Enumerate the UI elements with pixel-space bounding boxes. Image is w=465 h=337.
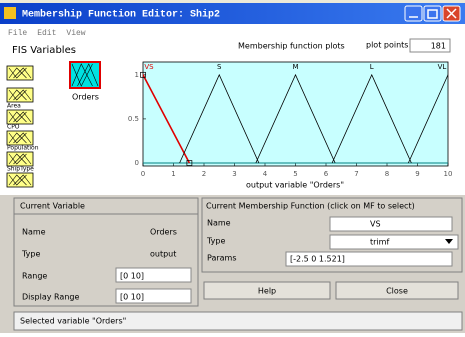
variable-icon[interactable] [6, 65, 34, 81]
mf-label: L [370, 63, 374, 71]
mf-curves [67, 73, 465, 164]
icon-glyph [8, 174, 32, 186]
plot-area [142, 61, 449, 167]
variable-icon[interactable] [6, 109, 34, 125]
plot-points-input[interactable] [409, 38, 451, 53]
icon-glyph [8, 153, 32, 165]
window-button-glyphs [409, 8, 457, 19]
input-variable-label: ShipType [7, 166, 34, 173]
x-tick-label: 10 [444, 170, 453, 178]
plot-points-label: plot points: [366, 41, 411, 50]
mf-vertex-handle[interactable] [186, 160, 193, 166]
icon-glyph [71, 63, 99, 87]
minimize-button[interactable] [404, 5, 423, 22]
membership-function[interactable] [407, 73, 465, 164]
help-button-label: Help [258, 287, 276, 296]
menu-item[interactable]: Edit [37, 29, 56, 38]
cv-range-label: Range [22, 272, 47, 281]
icon-glyph [8, 132, 32, 144]
menu-item[interactable]: View [66, 29, 85, 38]
mf-params: [-2.5 0 1.521] [290, 255, 345, 264]
membership-function[interactable] [67, 73, 191, 164]
mf-type: trimf [370, 238, 389, 247]
mf-label: VS [144, 63, 154, 71]
icon-glyph [8, 89, 32, 101]
mf-type-label: Type [206, 237, 225, 246]
mf-params-label: Params [207, 254, 237, 263]
current-mf-title: Current Membership Function (click on MF… [206, 202, 415, 211]
y-tick-label: 1 [135, 71, 139, 79]
window-title: Membership Function Editor: Ship2 [22, 9, 220, 21]
y-tick-label: 0.5 [128, 115, 139, 123]
mf-label: M [292, 63, 298, 71]
close-button-label: Close [386, 287, 408, 296]
x-tick-label: 2 [202, 170, 206, 178]
mf-type-dropdown[interactable] [329, 234, 459, 250]
dropdown-arrow [445, 239, 453, 244]
mf-vertex-handle[interactable] [140, 71, 146, 78]
x-tick-label: 0 [141, 170, 145, 178]
app-icon [4, 7, 16, 19]
x-tick-label: 5 [293, 170, 297, 178]
x-tick-label: 4 [263, 170, 268, 178]
cv-display-range: [0 10] [120, 293, 144, 302]
fis-variables-title: FIS Variables [12, 45, 76, 56]
cv-display-range-label: Display Range [22, 293, 79, 302]
y-tick-label: 0 [135, 159, 139, 167]
x-tick-label: 9 [415, 170, 419, 178]
icon-glyph [8, 111, 32, 123]
display-range-input[interactable] [115, 288, 192, 304]
plot-points-value: 181 [431, 42, 446, 51]
input-variable-label: CPO [7, 124, 20, 131]
fis-variable-icons: Area CPO Population ShipType Orders [6, 61, 101, 188]
variable-icon[interactable] [6, 172, 34, 188]
current-variable-title: Current Variable [20, 202, 85, 211]
status-text: Selected variable "Orders" [20, 317, 126, 326]
membership-function[interactable] [331, 73, 412, 164]
icon-glyph [8, 67, 32, 79]
title-bar [0, 3, 465, 24]
menu-bar: File Edit View [8, 29, 86, 38]
selected-variable-icon[interactable] [69, 61, 101, 89]
mf-label: VL [438, 63, 447, 71]
x-tick-label: 8 [385, 170, 389, 178]
membership-function[interactable] [179, 73, 260, 164]
current-variable-box [13, 197, 199, 307]
mf-name-label: Name [207, 219, 231, 228]
help-button[interactable] [203, 281, 331, 300]
mf-params-input[interactable] [285, 251, 453, 267]
plot: 0 1 2 3 4 5 6 7 8 9 10 0 0.5 1 VS S M L VL [67, 63, 465, 178]
x-tick-label: 3 [232, 170, 236, 178]
close-button[interactable] [335, 281, 459, 300]
range-input[interactable] [115, 267, 192, 283]
mf-name: VS [370, 220, 381, 229]
cv-range: [0 10] [120, 272, 144, 281]
mf-label: S [217, 63, 222, 71]
cv-type-label: Type [21, 250, 40, 259]
input-variable-label: Area [7, 103, 21, 110]
variable-icon[interactable] [6, 87, 34, 103]
cv-name-label: Name [22, 228, 46, 237]
input-variable-label: Population [7, 145, 39, 152]
cv-name: Orders [150, 228, 177, 237]
x-tick-label: 6 [324, 170, 329, 178]
status-bar [13, 311, 463, 331]
variable-icon[interactable] [6, 151, 34, 167]
x-tick-label: 7 [354, 170, 358, 178]
mf-name-input[interactable] [329, 216, 453, 232]
x-tick-label: 1 [171, 170, 175, 178]
membership-function[interactable] [255, 73, 336, 164]
variable-icon[interactable] [6, 130, 34, 146]
cv-type: output [150, 250, 176, 259]
x-axis-label: output variable "Orders" [246, 181, 344, 190]
plot-title: Membership function plots [238, 42, 345, 51]
output-variable-label: Orders [72, 93, 99, 102]
menu-item[interactable]: File [8, 29, 27, 38]
